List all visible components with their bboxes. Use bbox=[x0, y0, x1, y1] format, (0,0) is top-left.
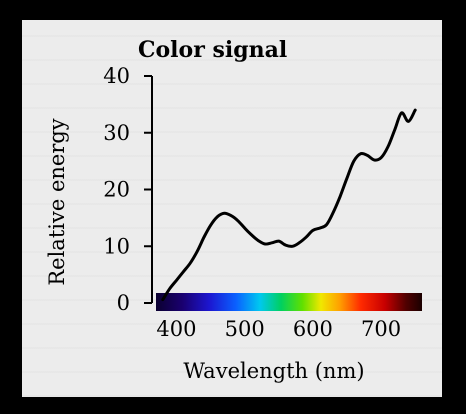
y-tick-label: 10 bbox=[103, 234, 130, 258]
x-tick-label: 400 bbox=[156, 317, 196, 341]
x-tick-label: 600 bbox=[293, 317, 333, 341]
y-tick-label: 40 bbox=[103, 64, 130, 88]
color-signal-line bbox=[163, 110, 415, 300]
x-tick-labels: 400 500 600 700 bbox=[156, 317, 401, 341]
x-tick-label: 500 bbox=[225, 317, 265, 341]
color-signal-chart: Color signal Relative energy 0 10 20 30 40 4… bbox=[22, 20, 442, 397]
y-tick-label: 0 bbox=[117, 291, 130, 315]
chart-title: Color signal bbox=[138, 37, 287, 63]
y-tick-label: 30 bbox=[103, 121, 130, 145]
x-axis-label: Wavelength (nm) bbox=[183, 359, 364, 383]
y-tick-labels: 0 10 20 30 40 bbox=[103, 64, 130, 315]
y-tick-marks bbox=[144, 76, 152, 303]
y-axis-label: Relative energy bbox=[45, 118, 69, 285]
chart-frame: Color signal Relative energy 0 10 20 30 40 4… bbox=[22, 20, 442, 397]
y-tick-label: 20 bbox=[103, 178, 130, 202]
spectrum-band bbox=[156, 293, 422, 311]
x-tick-label: 700 bbox=[361, 317, 401, 341]
